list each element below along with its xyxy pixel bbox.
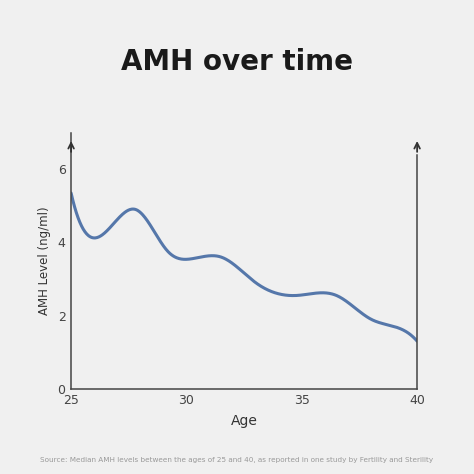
Y-axis label: AMH Level (ng/ml): AMH Level (ng/ml) (37, 206, 51, 315)
Text: Source: Median AMH levels between the ages of 25 and 40, as reported in one stud: Source: Median AMH levels between the ag… (40, 457, 434, 463)
X-axis label: Age: Age (231, 414, 257, 428)
Text: AMH over time: AMH over time (121, 47, 353, 76)
